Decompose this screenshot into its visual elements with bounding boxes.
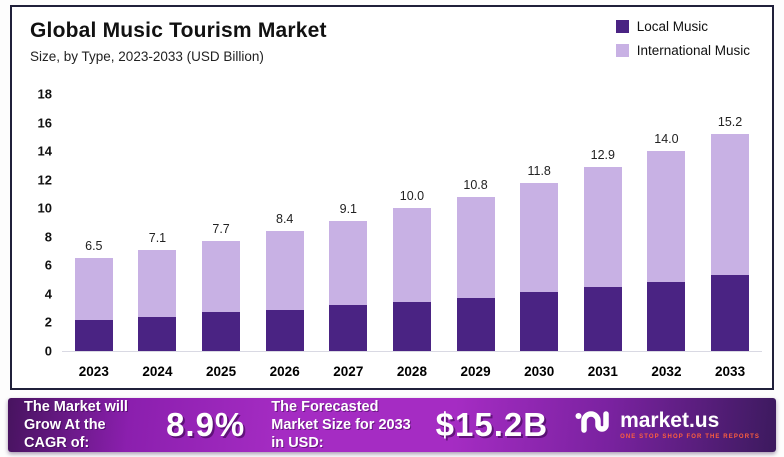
bar-2023: 6.5 2023	[74, 239, 113, 379]
y-tick-label: 0	[44, 343, 52, 359]
bar-segment-local-music	[329, 305, 368, 351]
page-title: Global Music Tourism Market	[30, 19, 327, 42]
bar-segment-local-music	[138, 316, 177, 351]
brand-tagline: ONE STOP SHOP FOR THE REPORTS	[620, 434, 760, 440]
bar-2025: 7.7 2025	[202, 222, 241, 379]
bar-2028: 10.0 2028	[392, 189, 431, 379]
bar-segment-local-music	[74, 319, 113, 351]
cagr-label: The Market will Grow At the CAGR of:	[24, 398, 128, 452]
bar-segment-local-music	[520, 292, 559, 351]
bar-segment-international-music	[329, 221, 368, 306]
bar-segment-international-music	[265, 231, 304, 310]
bar-segment-international-music	[711, 133, 750, 276]
legend-item-international-music: International Music	[615, 43, 750, 58]
x-axis-label: 2029	[460, 364, 491, 379]
marketus-logo-icon	[574, 407, 612, 444]
bar-segment-international-music	[520, 182, 559, 293]
legend-swatch-international-music	[615, 44, 629, 57]
bar-2029: 10.8 2029	[456, 178, 495, 379]
bar-2032: 14.0 2032	[647, 132, 686, 379]
x-axis-label: 2032	[651, 364, 682, 379]
bar-segment-international-music	[392, 208, 431, 303]
bar-2027: 9.1 2027	[329, 202, 368, 379]
bar-2024: 7.1 2024	[138, 231, 177, 379]
bar-segment-international-music	[456, 196, 495, 299]
y-tick-label: 18	[37, 86, 52, 102]
plot-area: 0 2 4 6 8 10 12 14 16 18 6.5 2023 7.1 2024 7.7 2025 8.4…	[38, 87, 762, 379]
bar-value-label: 8.4	[275, 212, 294, 227]
bar-segment-international-music	[138, 249, 177, 317]
y-tick-label: 10	[37, 200, 52, 216]
bar-segment-local-music	[647, 282, 686, 351]
legend: Local Music International Music	[615, 19, 750, 58]
legend-label: International Music	[636, 43, 750, 58]
bar-segment-local-music	[583, 286, 622, 351]
chart-subtitle: Size, by Type, 2023-2033 (USD Billion)	[30, 49, 264, 64]
bar-segment-local-music	[711, 275, 750, 351]
bar-segment-local-music	[202, 312, 241, 351]
x-axis-label: 2033	[715, 364, 746, 379]
bar-2033: 15.2 2033	[711, 115, 750, 379]
legend-item-local-music: Local Music	[615, 19, 750, 34]
y-tick-label: 12	[37, 172, 52, 188]
bar-value-label: 14.0	[654, 132, 679, 147]
chart-card: Global Music Tourism Market Size, by Typ…	[10, 5, 774, 390]
bar-value-label: 10.8	[463, 177, 488, 192]
y-tick-label: 2	[44, 314, 52, 330]
y-tick-label: 14	[37, 143, 52, 159]
legend-swatch-local-music	[615, 20, 629, 33]
bar-2026: 8.4 2026	[265, 212, 304, 379]
x-axis-label: 2026	[269, 364, 300, 379]
legend-label: Local Music	[636, 19, 708, 34]
bar-value-label: 15.2	[717, 114, 743, 129]
bar-2031: 12.9 2031	[583, 148, 622, 379]
forecast-label: The Forecasted Market Size for 2033 in U…	[271, 398, 411, 452]
y-tick-label: 6	[44, 257, 52, 273]
bar-value-label: 11.8	[527, 163, 551, 178]
x-axis-label: 2024	[142, 364, 173, 379]
bar-segment-international-music	[74, 258, 113, 320]
bar-segment-international-music	[583, 166, 622, 287]
bar-value-label: 6.5	[85, 239, 103, 254]
x-axis-label: 2025	[206, 364, 237, 379]
x-axis-label: 2028	[396, 364, 427, 379]
x-axis-label: 2030	[524, 364, 555, 379]
y-tick-label: 8	[44, 229, 52, 245]
x-axis-label: 2023	[78, 364, 109, 379]
bar-segment-international-music	[647, 151, 686, 283]
forecast-value: $15.2B	[435, 406, 549, 443]
bar-value-label: 10.0	[399, 189, 425, 204]
bar-segment-local-music	[265, 309, 304, 351]
bar-value-label: 9.1	[339, 202, 358, 217]
x-axis-label: 2031	[587, 364, 618, 379]
footer-banner: The Market will Grow At the CAGR of: 8.9…	[8, 398, 776, 452]
bar-2030: 11.8 2030	[520, 164, 559, 379]
bar-segment-international-music	[202, 241, 241, 313]
y-tick-label: 16	[37, 115, 52, 131]
bar-value-label: 7.7	[212, 222, 230, 237]
bar-series: 6.5 2023 7.1 2024 7.7 2025 8.4 2026 9.1 2027 10.0 2…	[62, 95, 762, 379]
cagr-value: 8.9%	[166, 406, 246, 443]
y-tick-label: 4	[44, 286, 52, 302]
bar-value-label: 7.1	[148, 230, 167, 245]
x-axis-label: 2027	[333, 364, 364, 379]
brand-logo: market.us ONE STOP SHOP FOR THE REPORTS	[574, 407, 760, 444]
bar-segment-local-music	[392, 302, 431, 351]
bar-value-label: 12.9	[590, 147, 615, 162]
brand-name: market.us	[620, 409, 720, 432]
bar-segment-local-music	[456, 298, 495, 351]
